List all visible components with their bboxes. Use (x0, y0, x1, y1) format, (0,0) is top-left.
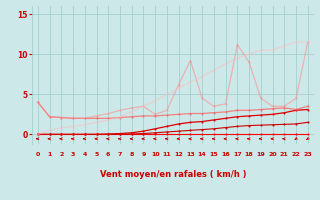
X-axis label: Vent moyen/en rafales ( km/h ): Vent moyen/en rafales ( km/h ) (100, 170, 246, 179)
